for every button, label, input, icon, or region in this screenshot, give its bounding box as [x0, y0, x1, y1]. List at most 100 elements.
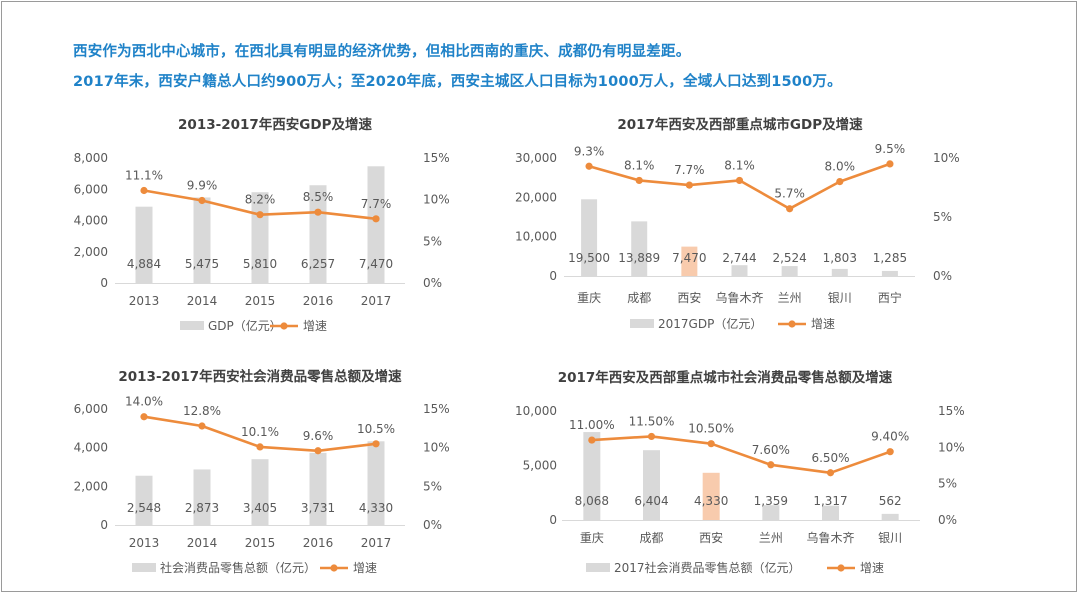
category-label: 重庆	[580, 531, 604, 545]
growth-point	[886, 448, 894, 456]
growth-point	[256, 211, 264, 219]
bar-value-label: 1,317	[813, 494, 847, 508]
bar	[367, 441, 385, 525]
growth-point	[585, 162, 593, 170]
legend-line-label: 增速	[353, 561, 377, 575]
legend-line-marker	[280, 322, 288, 330]
growth-point	[372, 215, 380, 223]
y-left-tick-label: 6,000	[74, 182, 108, 196]
category-label: 乌鲁木齐	[806, 530, 854, 545]
y-left-tick-label: 4,000	[74, 214, 108, 228]
bar	[309, 185, 327, 283]
category-label: 西安	[699, 530, 723, 545]
growth-point	[588, 436, 596, 444]
bar-value-label: 1,359	[754, 494, 788, 508]
growth-point	[314, 208, 322, 216]
legend-line-marker	[837, 564, 845, 572]
growth-label: 7.60%	[752, 443, 790, 457]
chart-retail-west-cities: 2017年西安及西部重点城市社会消费品零售总额及增速 0 5,000 10,000 0%…	[515, 369, 965, 575]
legend-bar-swatch	[586, 563, 610, 572]
legend-bar-swatch	[180, 321, 204, 330]
category-label: 2013	[129, 536, 160, 550]
bar	[251, 459, 269, 525]
bar-value-label: 4,330	[359, 501, 393, 515]
growth-label: 8.1%	[724, 158, 755, 172]
bar-value-label: 2,524	[772, 251, 806, 265]
bar	[583, 432, 601, 520]
y-right-tick-label: 5%	[938, 477, 957, 491]
headline-line-2: 2017年末，西安户籍总人口约900万人；至2020年底，西安主城区人口目标为1…	[73, 74, 842, 90]
growth-point	[685, 181, 693, 189]
bar	[581, 199, 598, 276]
y-right-tick-label: 0%	[423, 518, 442, 532]
growth-label: 9.5%	[875, 142, 906, 156]
legend-line-label: 增速	[860, 561, 884, 575]
y-left-tick-label: 5,000	[523, 459, 557, 473]
bar-value-label: 19,500	[568, 251, 610, 265]
bar	[193, 469, 211, 525]
growth-label: 11.50%	[629, 414, 675, 428]
bar	[367, 166, 385, 283]
category-label: 兰州	[778, 291, 802, 305]
growth-label: 9.6%	[303, 429, 334, 443]
bar-value-label: 5,810	[243, 257, 277, 271]
y-right-tick-label: 5%	[423, 479, 442, 493]
legend-line-marker	[330, 564, 338, 572]
growth-label: 10.5%	[357, 422, 395, 436]
category-label: 2014	[187, 536, 218, 550]
y-right-tick-label: 15%	[938, 404, 965, 418]
category-label: 2013	[129, 294, 160, 308]
growth-point	[767, 461, 775, 469]
y-right-tick-label: 5%	[423, 234, 442, 248]
bar	[781, 266, 798, 276]
growth-label: 11.00%	[569, 418, 615, 432]
bar-value-label: 7,470	[359, 257, 393, 271]
category-label: 成都	[627, 291, 651, 305]
growth-line	[591, 435, 891, 475]
bar-value-label: 8,068	[575, 494, 609, 508]
bar-value-label: 6,257	[301, 257, 335, 271]
y-left-tick-label: 2,000	[74, 245, 108, 259]
growth-label: 12.8%	[183, 404, 221, 418]
legend-bar-swatch	[132, 563, 156, 572]
legend-bar-swatch	[630, 319, 654, 328]
growth-point	[886, 160, 894, 168]
bar	[681, 246, 698, 276]
bar-value-label: 4,330	[694, 494, 728, 508]
bar	[135, 475, 153, 525]
chart-title: 2017年西安及西部重点城市GDP及增速	[617, 116, 863, 133]
growth-point	[735, 176, 744, 185]
category-label: 2015	[245, 536, 276, 550]
bar	[135, 206, 153, 283]
y-right-tick-label: 0%	[423, 276, 442, 290]
growth-label: 8.1%	[624, 158, 655, 172]
category-label: 2014	[187, 294, 218, 308]
chart-title: 2017年西安及西部重点城市社会消费品零售总额及增速	[558, 369, 893, 386]
bar	[309, 452, 327, 525]
bar-value-label: 5,475	[185, 257, 219, 271]
growth-point	[647, 432, 656, 441]
y-left-tick-label: 0	[549, 513, 557, 527]
category-label: 银川	[828, 291, 852, 305]
bar	[762, 505, 780, 520]
growth-label: 9.3%	[574, 144, 605, 158]
category-label: 2016	[303, 294, 334, 308]
bar-value-label: 7,470	[672, 251, 706, 265]
growth-label: 7.7%	[674, 163, 705, 177]
bar	[881, 270, 898, 276]
bar	[643, 450, 660, 520]
y-right-tick-label: 15%	[423, 151, 450, 165]
category-label: 银川	[878, 531, 902, 545]
growth-point	[786, 205, 794, 213]
bar-value-label: 1,803	[823, 251, 857, 265]
legend-line-label: 增速	[303, 319, 327, 333]
growth-label: 8.2%	[245, 193, 276, 207]
bar-value-label: 562	[879, 494, 902, 508]
chart-retail-xian: 2013-2017年西安社会消费品零售总额及增速 0 2,000 4,000 6,000…	[74, 368, 450, 575]
y-left-tick-label: 30,000	[515, 151, 557, 165]
legend-line-label: 增速	[811, 317, 835, 331]
bar-value-label: 4,884	[127, 257, 161, 271]
y-left-tick-label: 0	[100, 276, 108, 290]
bar-value-label: 13,889	[618, 251, 660, 265]
